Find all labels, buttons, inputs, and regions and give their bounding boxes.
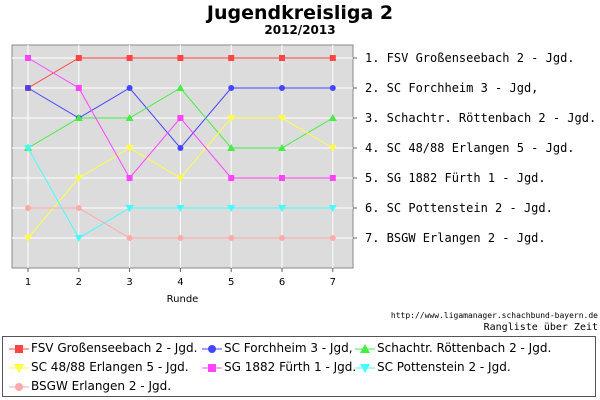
data-point bbox=[74, 175, 83, 182]
data-point bbox=[177, 55, 184, 61]
legend-swatch bbox=[9, 383, 29, 391]
data-point bbox=[25, 55, 31, 61]
source-url[interactable]: http://www.ligamanager.schachbund-bayern… bbox=[390, 311, 598, 320]
legend-label: Schachtr. Röttenbach 2 - Jgd. bbox=[377, 341, 552, 355]
legend-swatch bbox=[9, 345, 29, 353]
data-point bbox=[125, 205, 134, 212]
data-point bbox=[126, 85, 133, 91]
legend-label: SC Pottenstein 2 - Jgd. bbox=[377, 360, 511, 374]
data-point bbox=[25, 205, 31, 211]
data-point bbox=[25, 85, 31, 91]
data-point bbox=[228, 85, 235, 91]
data-point bbox=[74, 114, 83, 121]
data-point bbox=[329, 235, 336, 241]
data-point bbox=[228, 175, 235, 181]
data-point bbox=[24, 145, 32, 152]
data-point bbox=[126, 235, 133, 241]
legend-swatch bbox=[355, 344, 375, 353]
data-point bbox=[126, 175, 133, 181]
data-point bbox=[278, 115, 286, 122]
legend-label: SG 1882 Fürth 1 - Jgd. bbox=[224, 360, 357, 374]
x-tick-label: 7 bbox=[330, 277, 336, 288]
data-point bbox=[176, 84, 185, 91]
data-point bbox=[328, 114, 337, 121]
x-tick-label: 6 bbox=[279, 277, 285, 288]
rank-label: 3. Schachtr. Röttenbach 2 - Jgd. bbox=[365, 111, 596, 125]
data-point bbox=[329, 175, 336, 181]
rank-label: 2. SC Forchheim 3 - Jgd, bbox=[365, 81, 538, 95]
data-point bbox=[228, 55, 235, 61]
x-tick-label: 3 bbox=[126, 277, 132, 288]
data-point bbox=[227, 144, 236, 151]
data-point bbox=[227, 115, 236, 122]
data-point bbox=[278, 144, 286, 151]
legend-swatch bbox=[355, 364, 375, 373]
x-tick-label: 1 bbox=[25, 277, 31, 288]
rank-label: 5. SG 1882 Fürth 1 - Jgd. bbox=[365, 171, 546, 185]
rank-label: 6. SC Pottenstein 2 - Jgd. bbox=[365, 201, 553, 215]
data-point bbox=[279, 175, 285, 181]
legend: FSV Großenseebach 2 - Jgd. SC Forchheim 3… bbox=[2, 336, 596, 397]
data-point bbox=[279, 85, 285, 91]
data-point bbox=[329, 55, 336, 61]
data-point bbox=[74, 235, 83, 242]
legend-label: SC Forchheim 3 - Jgd, bbox=[224, 341, 353, 355]
data-point bbox=[75, 85, 82, 91]
data-point bbox=[228, 235, 235, 241]
data-point bbox=[75, 55, 82, 61]
legend-swatch bbox=[202, 345, 222, 353]
legend-label: SC 48/88 Erlangen 5 - Jgd. bbox=[31, 360, 189, 374]
x-tick-label: 5 bbox=[228, 277, 234, 288]
data-point bbox=[177, 235, 184, 241]
rank-label: 1. FSV Großenseebach 2 - Jgd. bbox=[365, 51, 575, 65]
data-point bbox=[177, 115, 184, 121]
chart-subtitle: 2012/2013 bbox=[264, 23, 336, 37]
data-point bbox=[328, 205, 337, 212]
data-point bbox=[75, 205, 82, 211]
data-point bbox=[24, 235, 32, 242]
data-point bbox=[125, 114, 134, 121]
legend-swatch bbox=[9, 364, 29, 373]
data-point bbox=[126, 55, 133, 61]
legend-swatch bbox=[202, 364, 222, 372]
data-point bbox=[328, 145, 337, 152]
data-point bbox=[279, 55, 285, 61]
rank-label: 4. SC 48/88 Erlangen 5 - Jgd. bbox=[365, 141, 575, 155]
line-chart: 1 2 3 4 5 6 7 Runde 1. FSV Großenseebach 2 - Jgd… bbox=[11, 44, 596, 305]
x-axis-label: Runde bbox=[167, 294, 199, 305]
data-point bbox=[278, 205, 286, 212]
x-tick-label: 2 bbox=[76, 277, 82, 288]
data-point bbox=[125, 145, 134, 152]
data-point bbox=[176, 205, 185, 212]
x-tick-label: 4 bbox=[177, 277, 183, 288]
data-point bbox=[177, 145, 184, 151]
data-point bbox=[176, 175, 185, 182]
chart-title: Jugendkreisliga 2 bbox=[206, 2, 394, 24]
legend-label: FSV Großenseebach 2 - Jgd. bbox=[31, 341, 198, 355]
data-point bbox=[329, 85, 336, 91]
rank-label: 7. BSGW Erlangen 2 - Jgd. bbox=[365, 231, 546, 245]
legend-label: BSGW Erlangen 2 - Jgd. bbox=[31, 379, 172, 393]
data-point bbox=[227, 205, 236, 212]
data-point bbox=[279, 235, 285, 241]
chart-caption: Rangliste über Zeit bbox=[483, 322, 598, 333]
